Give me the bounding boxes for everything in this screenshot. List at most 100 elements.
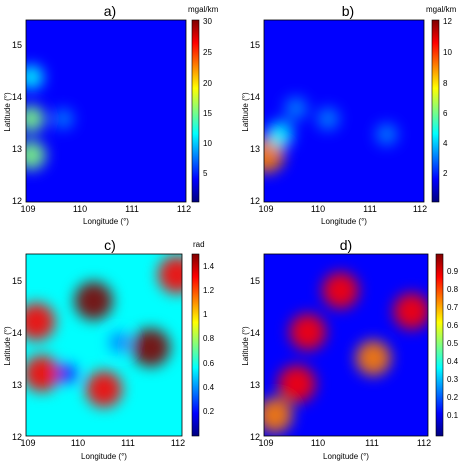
panel-a-map xyxy=(26,20,186,202)
x-tick-label: 109 xyxy=(258,438,273,448)
panel-c-colorbar xyxy=(191,253,200,437)
x-tick-label: 111 xyxy=(365,438,379,448)
panel-d-ylabel: Latitude (°) xyxy=(241,326,250,366)
colorbar-tick-label: 0.2 xyxy=(203,407,215,416)
panel-c-colorbar-unit: rad xyxy=(193,240,205,249)
field-anomaly xyxy=(158,256,182,294)
colorbar-tick-label: 0.7 xyxy=(447,303,459,312)
colorbar-tick-label: 1.4 xyxy=(203,262,215,271)
panel-c: c) 109 110 111 112 12 13 14 15 Longitude… xyxy=(3,237,215,461)
field-anomaly xyxy=(26,302,56,341)
colorbar-tick-label: 0.3 xyxy=(447,375,459,384)
panel-a-title: a) xyxy=(104,3,116,19)
colorbar-tick-label: 20 xyxy=(203,79,212,88)
field-anomaly xyxy=(322,272,359,309)
colorbar-tick-label: 0.5 xyxy=(447,339,459,348)
panel-d-map xyxy=(264,254,428,436)
field-anomaly xyxy=(26,140,46,170)
y-tick-label: 13 xyxy=(12,144,22,154)
field-anomaly xyxy=(375,123,398,146)
field-anomaly xyxy=(289,313,326,351)
colorbar-tick-label: 0.2 xyxy=(447,393,459,402)
panel-a-frame xyxy=(25,19,187,203)
y-tick-label: 14 xyxy=(12,92,22,102)
field-anomaly xyxy=(355,340,391,376)
panel-d-xlabel: Longitude (°) xyxy=(323,452,369,461)
field-anomaly xyxy=(26,355,60,392)
panel-b: b) 109 110 111 112 12 13 14 15 Longitude… xyxy=(241,3,457,226)
colorbar-tick-label: 5 xyxy=(203,169,208,178)
y-tick-label: 13 xyxy=(250,380,260,390)
colorbar-tick-label: 6 xyxy=(443,109,448,118)
panel-b-y-ticks: 12 13 14 15 xyxy=(250,40,260,206)
colorbar-tick-label: 0.8 xyxy=(203,334,215,343)
field-anomaly xyxy=(393,293,428,330)
y-tick-label: 15 xyxy=(250,276,260,286)
panel-b-ylabel: Latitude (°) xyxy=(241,92,250,132)
x-tick-label: 110 xyxy=(311,204,325,214)
panel-b-title: b) xyxy=(342,3,354,19)
x-tick-label: 109 xyxy=(258,204,273,214)
field-anomaly xyxy=(52,108,74,130)
field-anomaly xyxy=(131,328,171,367)
y-tick-label: 15 xyxy=(12,276,22,286)
colorbar-tick-label: 10 xyxy=(203,139,212,148)
panel-b-frame xyxy=(263,19,425,203)
colorbar-tick-label: 0.1 xyxy=(447,411,459,420)
colorbar-tick-label: 4 xyxy=(443,139,448,148)
x-tick-label: 111 xyxy=(125,204,139,214)
x-tick-label: 109 xyxy=(20,204,35,214)
y-tick-label: 12 xyxy=(12,432,22,442)
panel-d-colorbar-ticks: 0.1 0.2 0.3 0.4 0.5 0.6 0.7 0.8 0.9 xyxy=(447,267,459,420)
field-anomaly xyxy=(74,281,113,321)
field-anomaly xyxy=(278,365,316,403)
x-tick-label: 111 xyxy=(363,204,377,214)
panel-c-x-ticks: 109 110 111 112 xyxy=(20,438,185,448)
panel-c-y-ticks: 12 13 14 15 xyxy=(12,276,22,442)
field-background xyxy=(26,20,186,202)
panel-b-colorbar-ticks: 2 4 6 8 10 12 xyxy=(443,17,452,178)
x-tick-label: 112 xyxy=(417,438,431,448)
y-tick-label: 12 xyxy=(250,196,260,206)
panel-a-y-ticks: 12 13 14 15 xyxy=(12,40,22,206)
panel-d-x-ticks: 109 110 111 112 xyxy=(258,438,431,448)
panel-d-colorbar xyxy=(435,253,444,437)
field-anomaly xyxy=(267,121,293,148)
panel-c-map xyxy=(26,254,182,436)
colorbar-tick-label: 10 xyxy=(443,48,452,57)
field-anomaly xyxy=(109,332,130,353)
panel-b-xlabel: Longitude (°) xyxy=(321,217,367,226)
panel-a-colorbar-unit: mgal/km xyxy=(188,5,219,14)
x-tick-label: 110 xyxy=(73,204,87,214)
field-anomaly xyxy=(58,364,77,383)
colorbar-tick-label: 1 xyxy=(203,310,208,319)
field-anomaly xyxy=(284,96,308,120)
panel-c-xlabel: Longitude (°) xyxy=(81,452,127,461)
colorbar-tick-label: 0.6 xyxy=(203,359,215,368)
colorbar-tick-label: 0.4 xyxy=(203,383,215,392)
field-anomaly xyxy=(316,107,340,131)
colorbar-tick-label: 15 xyxy=(203,109,212,118)
y-tick-label: 14 xyxy=(250,92,260,102)
y-tick-label: 14 xyxy=(250,328,260,338)
panel-a-colorbar xyxy=(191,19,200,203)
colorbar-tick-label: 30 xyxy=(203,17,212,26)
y-tick-label: 14 xyxy=(12,328,22,338)
y-tick-label: 15 xyxy=(250,40,260,50)
panel-a-xlabel: Longitude (°) xyxy=(83,217,129,226)
x-tick-label: 111 xyxy=(121,438,135,448)
panel-c-ylabel: Latitude (°) xyxy=(3,326,12,366)
panel-c-frame xyxy=(25,253,183,437)
panel-a-ylabel: Latitude (°) xyxy=(3,92,12,132)
x-tick-label: 109 xyxy=(20,438,35,448)
colorbar-tick-label: 0.8 xyxy=(447,285,459,294)
colorbar-tick-label: 12 xyxy=(443,17,452,26)
panel-b-colorbar xyxy=(431,19,440,203)
colorbar-tick-label: 1.2 xyxy=(203,286,215,295)
panel-a-x-ticks: 109 110 111 112 xyxy=(20,204,191,214)
field-anomaly xyxy=(26,105,45,133)
panel-d-y-ticks: 12 13 14 15 xyxy=(250,276,260,442)
colorbar-tick-label: 0.9 xyxy=(447,267,459,276)
field-anomaly xyxy=(26,65,44,90)
